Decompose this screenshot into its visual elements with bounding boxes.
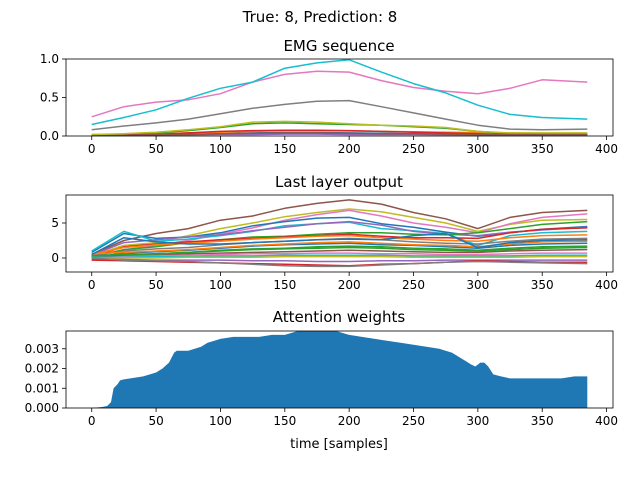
x-tick-label: 300 [466, 142, 489, 156]
series-line-7 [91, 99, 588, 131]
x-tick-label: 400 [595, 142, 618, 156]
y-tick-label: 0.0 [40, 129, 59, 143]
x-tick-label: 300 [466, 414, 489, 428]
x-tick-label: 350 [531, 142, 554, 156]
series-line-8 [91, 120, 588, 136]
axes-frame [65, 194, 614, 273]
series-line-13 [91, 252, 588, 259]
series-line-5 [91, 132, 588, 136]
series-line-18 [91, 257, 588, 268]
series-line-16 [91, 258, 588, 263]
plot-area [91, 199, 588, 268]
series-line-8 [91, 234, 588, 256]
last-layer-output-panel: Last layer output 0 50 100 150 200 250 300 350 4… [51, 173, 618, 292]
series-line-15 [91, 255, 588, 260]
y-tick-label: 0.000 [25, 401, 59, 415]
y-tick-label: 0.5 [40, 91, 59, 105]
x-tick-label: 400 [595, 414, 618, 428]
x-tick-label: 350 [531, 278, 554, 292]
x-tick-label: 200 [338, 278, 361, 292]
x-tick-label: 200 [338, 414, 361, 428]
x-tick-label: 50 [148, 414, 163, 428]
x-tick-label: 350 [531, 414, 554, 428]
x-tick-label: 250 [402, 414, 425, 428]
x-tick-label: 100 [209, 414, 232, 428]
series-line-0 [91, 199, 588, 256]
x-tick-label: 100 [209, 278, 232, 292]
emg-sequence-panel: EMG sequence 0 50 100 150 200 250 300 350 400 0.0… [40, 37, 618, 156]
x-tick-label: 0 [88, 414, 96, 428]
axes-frame [65, 330, 614, 409]
x-tick-label: 0 [88, 278, 96, 292]
x-tick-label: 300 [466, 278, 489, 292]
plot-area [91, 331, 588, 408]
panel-title: EMG sequence [283, 37, 394, 55]
series-line-12 [91, 248, 588, 258]
attention-area [91, 331, 588, 408]
x-tick-label: 150 [273, 278, 296, 292]
y-tick-label: 0.003 [25, 342, 59, 356]
x-tick-label: 0 [88, 142, 96, 156]
series-line-6 [91, 70, 588, 118]
x-tick-label: 250 [402, 142, 425, 156]
x-tick-label: 150 [273, 142, 296, 156]
x-tick-label: 50 [148, 278, 163, 292]
x-tick-label: 100 [209, 142, 232, 156]
y-tick-label: 5 [51, 216, 59, 230]
panel-title: Last layer output [275, 173, 403, 191]
x-tick-label: 200 [338, 142, 361, 156]
figure-suptitle: True: 8, Prediction: 8 [242, 8, 398, 26]
series-line-5 [91, 220, 588, 256]
y-tick-label: 0.002 [25, 362, 59, 376]
x-tick-label: 150 [273, 414, 296, 428]
y-tick-label: 0 [51, 251, 59, 265]
panel-title: Attention weights [273, 308, 406, 326]
x-tick-label: 50 [148, 142, 163, 156]
series-line-9 [91, 59, 588, 126]
plot-area [91, 59, 588, 136]
attention-weights-panel: Attention weights time [samples] 0 50 100 1… [25, 308, 618, 452]
x-tick-label: 250 [402, 278, 425, 292]
series-line-20 [91, 246, 588, 257]
series-line-21 [91, 232, 588, 256]
x-tick-label: 400 [595, 278, 618, 292]
x-axis-label: time [samples] [290, 437, 388, 452]
series-line-14 [91, 254, 588, 259]
y-tick-label: 1.0 [40, 52, 59, 66]
y-tick-label: 0.001 [25, 381, 59, 395]
